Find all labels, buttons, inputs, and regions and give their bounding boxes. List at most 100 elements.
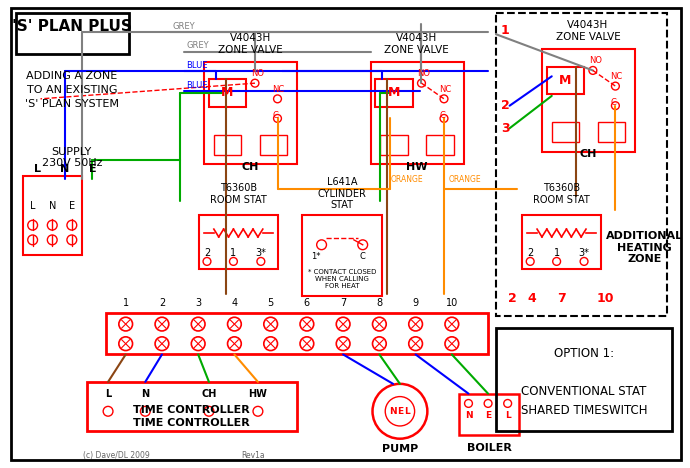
Text: 1*: 1* [311,252,320,261]
Circle shape [373,337,386,351]
Text: 2: 2 [204,248,210,257]
Bar [199,215,277,269]
Circle shape [155,317,169,331]
Circle shape [611,82,620,90]
Bar [547,66,584,94]
Text: HW: HW [406,161,427,172]
Text: BOILER: BOILER [466,443,511,453]
Bar [214,135,242,154]
Text: C: C [273,111,279,120]
Text: 2: 2 [527,248,533,257]
Text: 5: 5 [268,299,274,308]
Bar [375,79,413,107]
Text: 3*: 3* [255,248,266,257]
Text: ORANGE: ORANGE [449,175,482,183]
Text: NO: NO [251,69,264,78]
Text: L: L [30,201,35,211]
Bar [302,215,382,296]
Text: 7: 7 [340,299,346,308]
Circle shape [336,317,350,331]
Text: V4043H
ZONE VALVE: V4043H ZONE VALVE [555,21,620,42]
Circle shape [445,317,459,331]
Circle shape [264,317,277,331]
Text: L: L [505,411,511,420]
Text: 2: 2 [501,99,509,112]
Text: SUPPLY
230V 50Hz: SUPPLY 230V 50Hz [41,147,102,168]
Text: C: C [611,98,616,107]
Text: BLUE: BLUE [186,61,208,70]
Text: (c) Dave/DL 2009: (c) Dave/DL 2009 [83,451,149,460]
Text: C: C [359,252,366,261]
Bar [496,328,672,431]
Text: E: E [88,164,96,175]
Circle shape [228,317,242,331]
Circle shape [28,220,37,230]
Circle shape [67,235,77,245]
Circle shape [358,240,368,249]
Text: CH: CH [241,161,259,172]
Text: CH: CH [580,149,597,159]
Bar [380,135,408,154]
Bar [496,13,667,316]
Text: E: E [397,407,403,416]
Bar [86,382,297,431]
Circle shape [28,235,37,245]
Circle shape [300,317,314,331]
Circle shape [228,337,242,351]
Bar [106,314,488,354]
Circle shape [408,317,422,331]
Circle shape [611,102,620,110]
Circle shape [140,406,150,416]
Bar [459,394,520,435]
Text: TIME CONTROLLER: TIME CONTROLLER [133,418,250,428]
Text: 4: 4 [528,292,537,305]
Bar [598,122,625,142]
Text: 7: 7 [557,292,566,305]
Text: 1: 1 [501,24,509,37]
Text: PUMP: PUMP [382,444,418,453]
Circle shape [119,337,132,351]
Text: OPTION 1:

CONVENTIONAL STAT
SHARED TIMESWITCH: OPTION 1: CONVENTIONAL STAT SHARED TIMES… [521,347,647,417]
Circle shape [230,257,237,265]
Circle shape [373,384,427,439]
Text: 3: 3 [195,299,201,308]
Circle shape [203,257,211,265]
Text: TIME CONTROLLER: TIME CONTROLLER [133,405,250,415]
Circle shape [408,337,422,351]
Bar [552,122,579,142]
Bar [522,215,601,269]
Text: BLUE: BLUE [186,80,208,90]
Text: C: C [439,111,445,120]
Circle shape [119,317,132,331]
Text: ADDING A ZONE
TO AN EXISTING
'S' PLAN SYSTEM: ADDING A ZONE TO AN EXISTING 'S' PLAN SY… [25,72,119,110]
Text: 1: 1 [123,299,129,308]
Text: GREY: GREY [186,42,209,51]
Text: 3*: 3* [579,248,589,257]
Text: 10: 10 [446,299,458,308]
Bar [204,62,297,164]
Bar [371,62,464,164]
Text: * CONTACT CLOSED
WHEN CALLING
FOR HEAT: * CONTACT CLOSED WHEN CALLING FOR HEAT [308,269,376,289]
Circle shape [300,337,314,351]
Text: E: E [485,411,491,420]
Circle shape [417,79,426,87]
Text: 'S' PLAN PLUS: 'S' PLAN PLUS [12,19,132,34]
Text: 3: 3 [501,122,509,135]
Circle shape [589,66,597,74]
Circle shape [580,257,588,265]
Text: NC: NC [273,85,285,94]
Text: N: N [141,388,149,399]
Text: L: L [105,388,111,399]
Text: N: N [464,411,472,420]
Text: V4043H
ZONE VALVE: V4043H ZONE VALVE [384,33,449,55]
Text: N: N [48,201,56,211]
Circle shape [253,406,263,416]
Text: 2: 2 [509,292,517,305]
Text: N: N [60,164,70,175]
Circle shape [317,240,326,249]
Text: M: M [560,74,571,87]
Text: L: L [404,407,410,416]
Text: NO: NO [417,69,431,78]
Text: NC: NC [611,72,623,81]
Text: L: L [34,164,41,175]
